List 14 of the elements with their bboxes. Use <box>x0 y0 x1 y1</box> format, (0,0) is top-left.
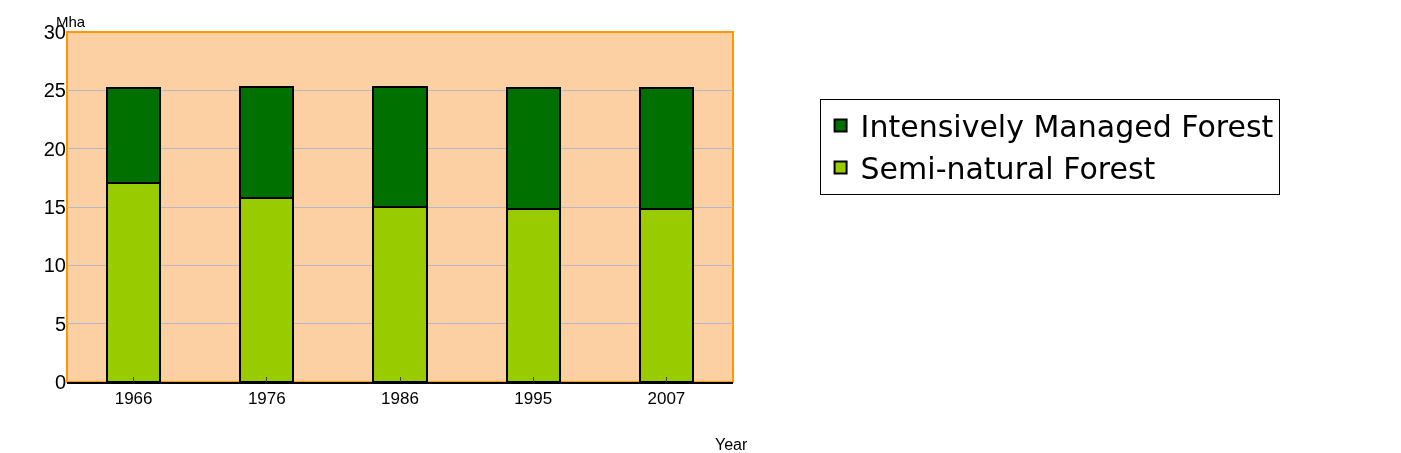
x-axis-title: Year <box>715 436 748 453</box>
x-tick-label: 1966 <box>114 389 153 409</box>
y-tick-label: 15 <box>43 196 66 218</box>
x-tick-label: 2007 <box>647 389 686 409</box>
legend-label: Intensively Managed Forest <box>860 109 1274 145</box>
y-tick-label: 0 <box>54 371 66 393</box>
legend-label: Semi-natural Forest <box>860 151 1156 187</box>
y-tick-label: 5 <box>54 312 66 335</box>
x-tick-label: 1976 <box>247 389 286 409</box>
x-tick-label: 1995 <box>514 389 553 409</box>
y-tick-label: 25 <box>43 79 66 102</box>
x-tick-label: 1986 <box>381 389 419 409</box>
y-tick-label: 20 <box>43 137 66 160</box>
y-tick-label: 10 <box>43 254 66 277</box>
